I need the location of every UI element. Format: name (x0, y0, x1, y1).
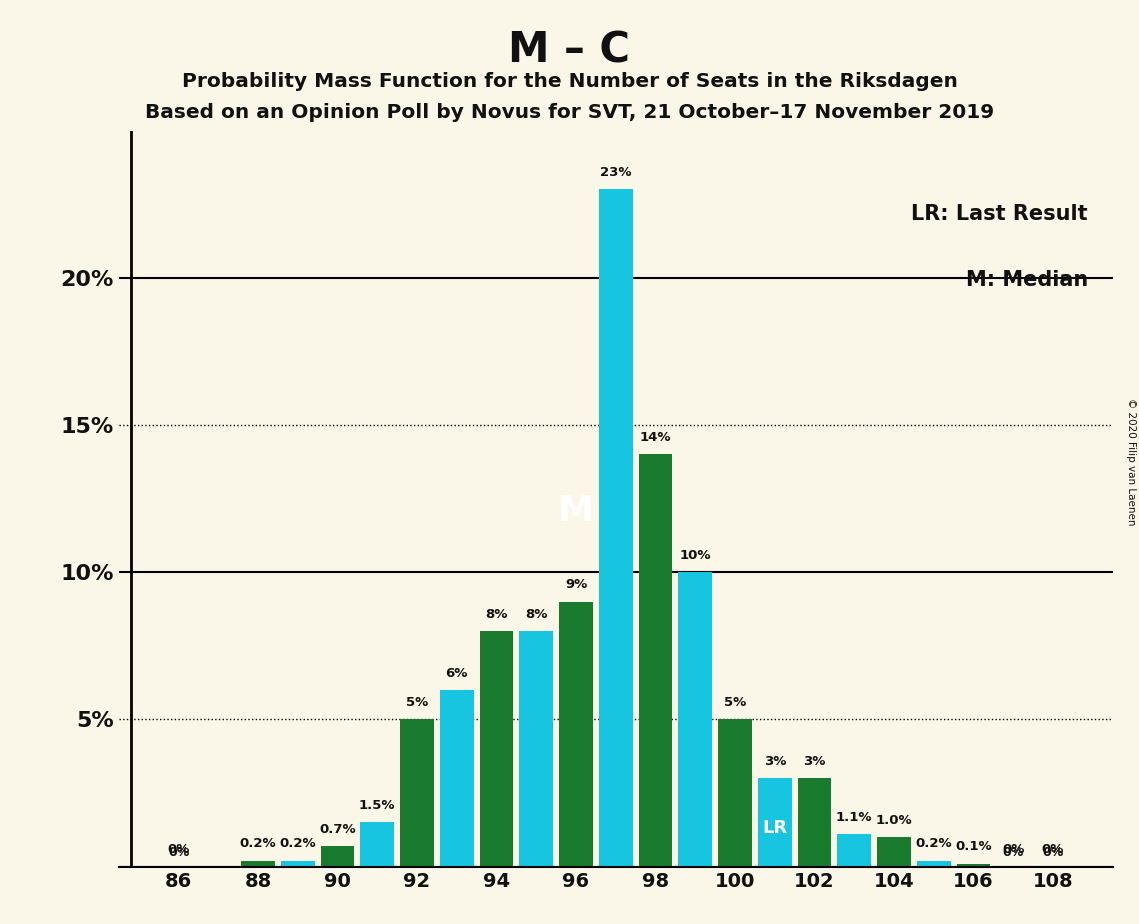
Text: 0.2%: 0.2% (279, 837, 317, 850)
Text: 0%: 0% (1042, 844, 1064, 857)
Text: 0%: 0% (1002, 844, 1024, 857)
Text: Probability Mass Function for the Number of Seats in the Riksdagen: Probability Mass Function for the Number… (181, 72, 958, 91)
Text: 1.0%: 1.0% (876, 814, 912, 827)
Bar (281, 861, 314, 867)
Text: 6%: 6% (445, 667, 468, 680)
Text: 0%: 0% (167, 846, 189, 859)
Text: 1.1%: 1.1% (836, 811, 872, 824)
Text: LR: LR (762, 820, 787, 837)
Bar (837, 834, 871, 867)
Text: M: M (558, 494, 595, 528)
Bar (519, 631, 554, 867)
Text: 23%: 23% (600, 166, 631, 179)
Bar (877, 837, 911, 867)
Bar (400, 720, 434, 867)
Text: 14%: 14% (640, 432, 671, 444)
Bar (639, 455, 672, 867)
Text: © 2020 Filip van Laenen: © 2020 Filip van Laenen (1125, 398, 1136, 526)
Text: 0.1%: 0.1% (956, 841, 992, 854)
Text: 8%: 8% (525, 608, 548, 621)
Bar (757, 778, 792, 867)
Text: M – C: M – C (508, 30, 631, 71)
Text: 5%: 5% (405, 696, 428, 709)
Bar (917, 861, 951, 867)
Text: Based on an Opinion Poll by Novus for SVT, 21 October–17 November 2019: Based on an Opinion Poll by Novus for SV… (145, 103, 994, 122)
Text: 0.7%: 0.7% (319, 822, 355, 835)
Text: 0%: 0% (167, 844, 190, 857)
Bar (360, 822, 394, 867)
Text: 5%: 5% (724, 696, 746, 709)
Bar (599, 189, 632, 867)
Text: 9%: 9% (565, 578, 587, 591)
Text: 0%: 0% (1002, 846, 1024, 859)
Text: 0.2%: 0.2% (239, 837, 277, 850)
Text: 3%: 3% (763, 755, 786, 768)
Bar (480, 631, 514, 867)
Bar (559, 602, 593, 867)
Text: 3%: 3% (803, 755, 826, 768)
Text: 0%: 0% (1042, 846, 1064, 859)
Text: M: Median: M: Median (966, 271, 1088, 290)
Bar (440, 690, 474, 867)
Bar (957, 864, 991, 867)
Text: 8%: 8% (485, 608, 508, 621)
Text: 0.2%: 0.2% (916, 837, 952, 850)
Bar (321, 846, 354, 867)
Bar (797, 778, 831, 867)
Bar (679, 572, 712, 867)
Text: 1.5%: 1.5% (359, 799, 395, 812)
Text: LR: Last Result: LR: Last Result (911, 204, 1088, 225)
Bar (241, 861, 274, 867)
Bar (718, 720, 752, 867)
Text: 10%: 10% (680, 549, 711, 562)
